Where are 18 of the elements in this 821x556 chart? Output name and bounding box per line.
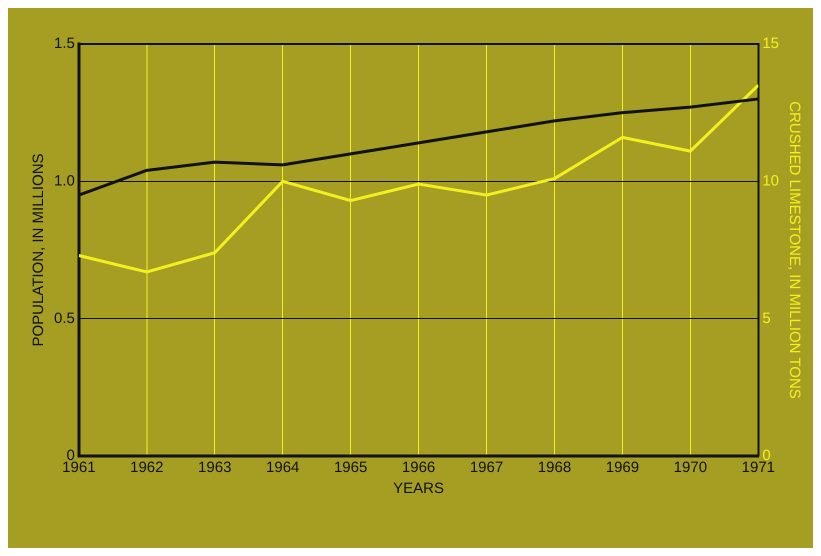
y2-tick-label: 10 xyxy=(762,172,780,190)
y-tick-label: 0.5 xyxy=(54,310,75,327)
x-tick-label: 1963 xyxy=(198,459,232,476)
x-tick-label: 1966 xyxy=(402,459,436,476)
x-tick-label: 1962 xyxy=(130,459,164,476)
y-tick-label: 1.5 xyxy=(54,35,75,52)
x-tick-label: 1970 xyxy=(674,459,708,476)
y2-tick-label: 5 xyxy=(762,310,771,327)
y-tick-label: 1.0 xyxy=(54,172,75,190)
x-tick-label: 1968 xyxy=(538,459,572,476)
y2-axis-title: CRUSHED LIMESTONE, IN MILLION TONS xyxy=(786,101,803,399)
x-axis-title: YEARS xyxy=(393,480,444,498)
y2-tick-label: 15 xyxy=(762,35,780,52)
x-tick-label: 1964 xyxy=(266,459,300,476)
y-axis-title: POPULATION, IN MILLIONS xyxy=(30,153,48,347)
x-tick-label: 1967 xyxy=(470,459,504,476)
x-tick-label: 1969 xyxy=(606,459,640,476)
x-tick-label: 1965 xyxy=(334,459,368,476)
